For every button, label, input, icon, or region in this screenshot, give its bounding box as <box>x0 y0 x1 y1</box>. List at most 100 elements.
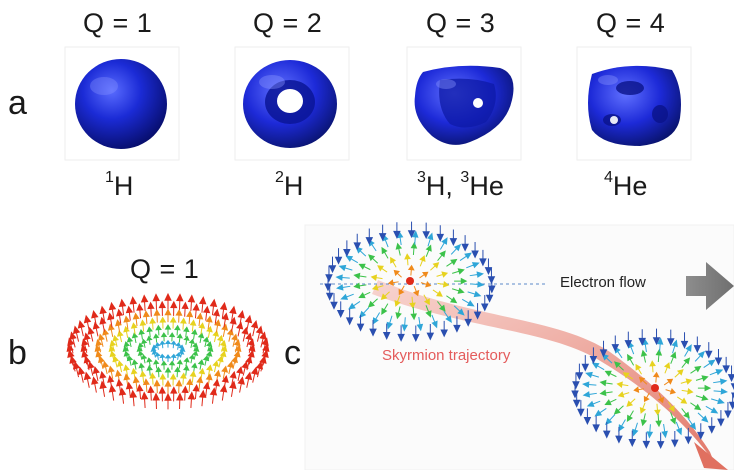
spin-arrow <box>639 402 647 414</box>
spin-arrow <box>656 337 664 352</box>
nucleus-hydrogen-1: 1H <box>105 169 134 202</box>
spin-arrow <box>231 333 239 347</box>
spin-arrow <box>348 300 361 310</box>
spin-arrow <box>663 362 671 374</box>
spin-arrow <box>188 338 195 348</box>
spin-arrow <box>131 359 139 370</box>
spin-arrow <box>398 285 405 296</box>
spin-arrow <box>261 337 269 354</box>
skyrmion-q4-shape <box>588 65 681 146</box>
spin-arrow <box>677 396 688 404</box>
panel-b-letter: b <box>8 334 27 372</box>
spin-arrow <box>390 256 397 268</box>
spin-arrow <box>382 323 391 341</box>
spin-arrow <box>585 371 600 379</box>
spin-arrow <box>617 391 630 398</box>
spin-arrow <box>646 424 654 439</box>
spin-arrow <box>693 336 702 354</box>
spin-arrow <box>655 413 662 428</box>
spin-arrow <box>140 294 149 311</box>
spin-arrow <box>115 319 122 333</box>
spin-arrow <box>196 312 204 327</box>
spin-arrow <box>461 235 469 252</box>
spin-arrow <box>640 413 648 427</box>
frame-panel-c <box>304 224 734 470</box>
spin-arrow <box>480 294 489 312</box>
spin-arrow <box>174 366 181 378</box>
spin-arrow <box>138 328 145 340</box>
spin-arrow <box>188 354 195 364</box>
spin-arrow <box>102 360 110 375</box>
spin-arrow <box>159 340 166 349</box>
spin-arrow <box>412 285 420 297</box>
spin-arrow <box>149 317 157 330</box>
spin-arrow <box>358 291 371 299</box>
spin-arrow <box>604 398 617 406</box>
frame-q4 <box>576 46 692 161</box>
spin-arrow <box>616 381 629 389</box>
spin-arrow <box>393 269 402 278</box>
spin-arrow <box>453 316 461 333</box>
spin-arrow <box>466 262 480 269</box>
spin-arrow <box>633 386 645 393</box>
spin-arrow <box>697 412 709 423</box>
spin-arrow <box>83 371 92 388</box>
spin-arrow <box>108 301 117 319</box>
spin-arrow <box>353 282 367 290</box>
spin-arrow <box>198 389 207 407</box>
spin-arrow <box>591 362 605 371</box>
spin-arrow <box>690 402 702 411</box>
spin-arrow <box>123 364 130 377</box>
spin-arrow <box>335 274 350 281</box>
spin-arrow <box>589 347 598 364</box>
spin-arrow <box>87 360 95 376</box>
spin-arrow <box>695 394 709 401</box>
spin-arrow <box>226 328 234 342</box>
spin-arrow <box>97 333 105 347</box>
spin-arrow <box>146 335 153 345</box>
spin-arrow <box>69 331 77 348</box>
spin-arrow <box>168 332 176 342</box>
spin-arrow <box>140 391 149 408</box>
spin-arrow <box>91 376 99 393</box>
spin-arrow <box>479 249 487 267</box>
spin-arrow <box>237 376 245 393</box>
spin-arrow <box>336 284 351 291</box>
spin-arrow <box>247 338 255 353</box>
spin-arrow <box>231 355 239 369</box>
spin-arrow <box>358 263 371 271</box>
spin-arrow <box>175 342 182 350</box>
spin-arrow <box>229 380 237 397</box>
spin-arrow <box>714 348 723 366</box>
spin-arrow <box>436 225 445 242</box>
electron-flow-arrow <box>686 262 734 310</box>
spin-arrow <box>147 301 155 317</box>
spin-arrow <box>423 294 430 306</box>
spin-arrow <box>572 391 581 408</box>
spin-arrow <box>410 306 417 321</box>
spin-arrow <box>728 393 734 410</box>
spin-arrow <box>130 322 138 335</box>
spin-arrow <box>136 303 144 319</box>
spin-arrow <box>83 332 91 348</box>
spin-arrow <box>146 357 153 367</box>
spin-arrow <box>164 379 172 394</box>
spin-arrow <box>681 387 694 395</box>
spin-arrow <box>443 310 452 324</box>
spin-arrow <box>108 384 117 401</box>
spin-arrow <box>613 361 624 371</box>
spin-arrow <box>214 319 221 333</box>
spin-arrow <box>154 342 161 350</box>
spin-arrow <box>178 349 185 358</box>
spin-arrow <box>131 332 139 344</box>
spin-arrow <box>717 410 725 427</box>
spin-arrow <box>152 293 161 310</box>
panel-b-q-label: Q = 1 <box>130 254 200 284</box>
spin-arrow <box>77 319 86 337</box>
spin-arrow <box>183 326 190 338</box>
spin-arrow <box>250 366 259 383</box>
spin-arrow <box>613 405 624 415</box>
spin-arrow <box>582 381 597 388</box>
spin-arrow <box>599 389 613 397</box>
